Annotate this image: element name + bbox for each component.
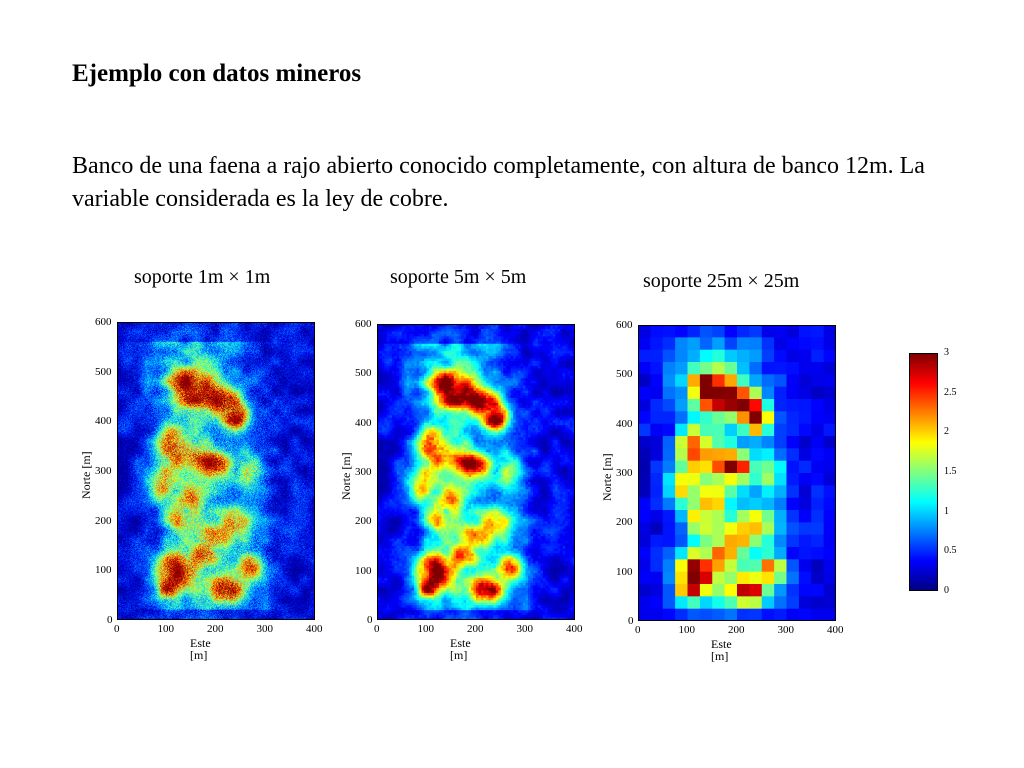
- x-tick-label: 200: [728, 624, 745, 636]
- colorbar-tick-label: 2.5: [944, 386, 957, 398]
- y-tick-label: 200: [95, 514, 112, 527]
- x-tick-label: 300: [256, 623, 274, 635]
- x-tick-label: 100: [417, 623, 435, 635]
- heatmap-canvas: [377, 324, 575, 620]
- x-tick-label: 300: [777, 624, 795, 636]
- panel-label-5m: soporte 5m × 5m: [390, 266, 527, 288]
- x-tick-label: 200: [207, 623, 224, 635]
- y-tick-label: 100: [355, 564, 372, 577]
- y-tick-label: 400: [95, 415, 112, 428]
- x-tick-label: 100: [678, 624, 696, 636]
- y-tick-label: 200: [616, 516, 633, 529]
- y-tick-label: 0: [628, 615, 634, 627]
- y-tick-label: 500: [95, 365, 112, 378]
- x-tick-label: 200: [467, 623, 484, 635]
- y-axis-label: Norte [m]: [79, 451, 93, 499]
- y-tick-label: 400: [616, 417, 633, 430]
- x-tick-label: 300: [516, 623, 534, 635]
- colorbar-tick-label: 1.5: [944, 466, 957, 477]
- colorbar-tick-label: 0: [944, 585, 949, 596]
- y-tick-label: 100: [616, 565, 633, 578]
- x-tick-label: 400: [566, 623, 583, 635]
- y-tick-label: 600: [616, 319, 633, 331]
- colorbar-gradient: [909, 353, 938, 591]
- y-tick-label: 200: [355, 515, 372, 528]
- colorbar-tick-label: 0.5: [944, 545, 957, 557]
- y-tick-label: 0: [107, 614, 113, 626]
- x-tick-label: 100: [157, 623, 175, 635]
- y-axis-label: Norte [m]: [339, 452, 353, 500]
- y-tick-label: 300: [95, 465, 112, 477]
- x-axis-label: Este [m]: [190, 636, 211, 662]
- x-tick-label: 0: [635, 624, 641, 636]
- colorbar-tick-label: 1: [944, 505, 949, 517]
- x-tick-label: 0: [114, 623, 120, 635]
- y-tick-label: 500: [616, 368, 633, 381]
- heatmap-canvas: [117, 322, 315, 620]
- colorbar-tick-label: 3: [944, 347, 949, 358]
- x-axis-label: Este [m]: [711, 637, 732, 663]
- x-tick-label: 400: [827, 624, 844, 636]
- y-tick-label: 300: [355, 466, 372, 478]
- y-tick-label: 600: [355, 318, 372, 330]
- panel-label-1m: soporte 1m × 1m: [134, 266, 271, 288]
- y-tick-label: 0: [367, 614, 373, 626]
- y-tick-label: 400: [355, 416, 372, 429]
- y-tick-label: 600: [95, 316, 112, 328]
- x-axis-label: Este [m]: [450, 636, 471, 662]
- x-tick-label: 0: [374, 623, 380, 635]
- y-tick-label: 500: [355, 367, 372, 380]
- x-tick-label: 400: [306, 623, 323, 635]
- y-axis-label: Norte [m]: [600, 453, 614, 501]
- slide-description: Banco de una faena a rajo abierto conoci…: [72, 153, 925, 212]
- colorbar-tick-label: 2: [944, 426, 949, 438]
- slide-title: Ejemplo con datos mineros: [72, 60, 362, 87]
- heatmap-canvas: [638, 325, 836, 621]
- y-tick-label: 300: [616, 467, 633, 479]
- panel-label-25m: soporte 25m × 25m: [643, 270, 800, 292]
- y-tick-label: 100: [95, 564, 112, 577]
